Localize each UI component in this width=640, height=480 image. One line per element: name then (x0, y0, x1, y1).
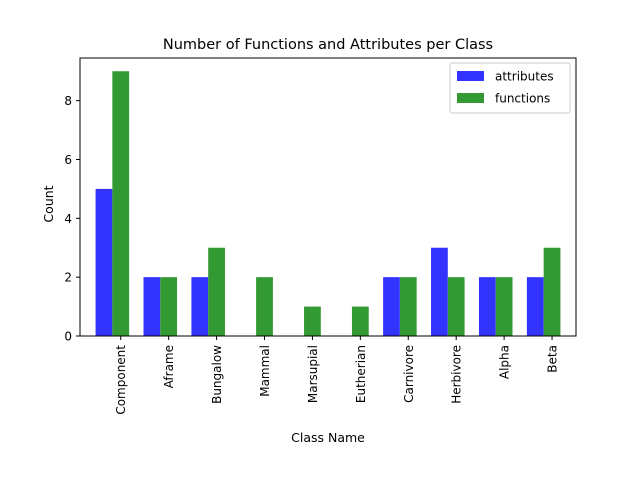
legend-label-attributes: attributes (495, 70, 554, 84)
y-axis-label: Count (41, 185, 56, 222)
bar-attributes-carnivore (383, 277, 400, 336)
bar-attributes-alpha (478, 277, 496, 336)
x-axis-label: Class Name (291, 430, 365, 445)
legend-swatch-attributes (457, 71, 484, 81)
x-tick-label: Aframe (162, 345, 176, 388)
bar-functions-aframe (160, 277, 178, 336)
bar-functions-beta (543, 247, 561, 336)
legend-label-functions: functions (495, 92, 550, 106)
bar-functions-mammal (256, 277, 273, 336)
x-tick-label: Mammal (258, 345, 272, 397)
bar-attributes-herbivore (431, 247, 448, 336)
y-tick-label: 2 (64, 271, 72, 285)
x-tick-label: Beta (546, 345, 560, 373)
bar-functions-carnivore (399, 277, 417, 336)
x-tick-label: Alpha (498, 345, 512, 379)
y-axis-ticks: 0 2 4 6 8 (64, 94, 80, 344)
x-tick-label: Eutherian (354, 345, 368, 403)
x-tick-label: Herbivore (450, 345, 464, 404)
chart-title: Number of Functions and Attributes per C… (163, 37, 493, 53)
x-tick-label: Bungalow (210, 345, 224, 404)
bar-attributes-beta (526, 277, 544, 336)
x-tick-label: Carnivore (402, 345, 416, 403)
y-tick-label: 8 (64, 94, 72, 108)
legend: attributes functions (449, 62, 571, 114)
bars-group (95, 71, 561, 336)
bar-functions-marsupial (304, 306, 321, 336)
y-tick-label: 0 (64, 330, 72, 344)
y-tick-label: 6 (64, 153, 72, 167)
bar-attributes-component (95, 188, 113, 336)
bar-attributes-aframe (143, 277, 161, 336)
x-tick-label: Component (114, 345, 128, 415)
bar-functions-eutherian (351, 306, 369, 336)
bar-functions-herbivore (447, 277, 465, 336)
x-tick-label: Marsupial (306, 345, 320, 403)
plot-frame (79, 57, 577, 337)
bar-attributes-bungalow (191, 277, 209, 336)
y-tick-label: 4 (64, 212, 72, 226)
legend-swatch-functions (457, 93, 484, 103)
bar-functions-component (112, 71, 130, 336)
x-axis-ticks: Component Aframe Bungalow Mammal Marsupial Eu… (114, 336, 560, 415)
bar-functions-alpha (495, 277, 513, 336)
bar-functions-bungalow (208, 247, 225, 336)
